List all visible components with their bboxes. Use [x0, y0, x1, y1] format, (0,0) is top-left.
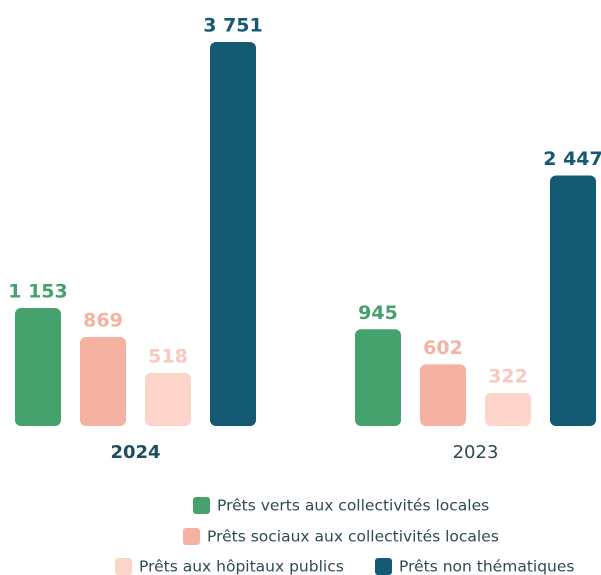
- bar: [550, 175, 596, 426]
- legend-swatch: [375, 558, 392, 575]
- bar: [145, 372, 191, 426]
- legend-label: Prêts verts aux collectivités locales: [217, 497, 489, 515]
- value-label: 3 751: [203, 15, 263, 37]
- category-label: 2024: [110, 442, 160, 463]
- legend-label: Prêts non thématiques: [399, 558, 574, 575]
- value-label: 869: [83, 310, 123, 332]
- legend-swatch: [193, 497, 210, 514]
- value-label: 1 153: [8, 280, 68, 302]
- value-label: 2 447: [543, 148, 601, 170]
- bar: [210, 42, 256, 426]
- legend-swatch: [183, 528, 200, 545]
- value-label: 602: [423, 337, 463, 359]
- legend-label: Prêts sociaux aux collectivités locales: [207, 528, 499, 546]
- value-label: 518: [148, 345, 188, 367]
- category-label: 2023: [453, 442, 499, 463]
- bar: [355, 329, 401, 426]
- legend-swatch: [115, 558, 132, 575]
- bar: [15, 307, 61, 426]
- legend-label: Prêts aux hôpitaux publics: [139, 558, 344, 575]
- value-label: 322: [488, 366, 528, 388]
- bar: [80, 337, 126, 426]
- value-label: 945: [358, 302, 398, 324]
- bar: [420, 364, 466, 426]
- bar: [485, 393, 531, 426]
